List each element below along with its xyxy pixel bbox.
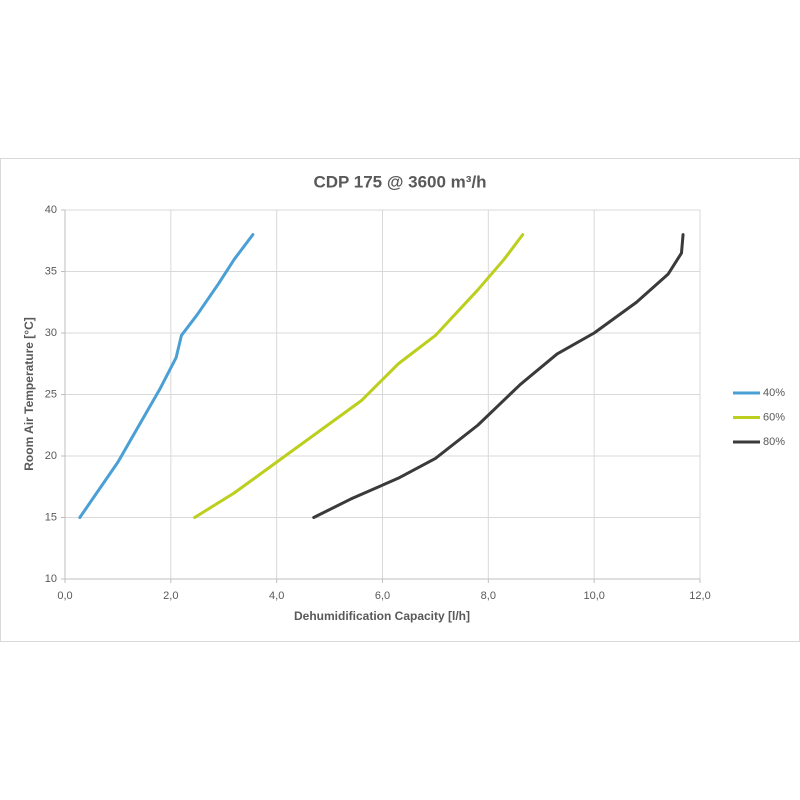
x-tick-label: 0,0 [57,590,72,602]
y-tick-label: 30 [45,327,57,339]
series-line [193,233,525,519]
series-line [312,233,685,519]
y-axis-label: Room Air Temperature [°C] [22,317,36,470]
y-tick-label: 10 [45,573,57,585]
y-tick-label: 40 [45,204,57,216]
y-tick-label: 25 [45,388,57,400]
series-line [78,233,255,519]
x-axis-label: Dehumidification Capacity [l/h] [294,609,470,623]
x-tick-label: 8,0 [481,590,496,602]
y-tick-label: 15 [45,511,57,523]
legend-label: 40% [763,387,785,399]
legend-label: 80% [763,436,785,448]
x-tick-label: 4,0 [269,590,284,602]
x-tick-label: 10,0 [583,590,604,602]
y-tick-label: 20 [45,450,57,462]
x-tick-label: 12,0 [689,590,710,602]
x-tick-label: 6,0 [375,590,390,602]
x-tick-label: 2,0 [163,590,178,602]
chart-frame [0,158,800,642]
y-tick-label: 35 [45,265,57,277]
legend-label: 60% [763,411,785,423]
chart-title: CDP 175 @ 3600 m³/h [313,172,486,191]
